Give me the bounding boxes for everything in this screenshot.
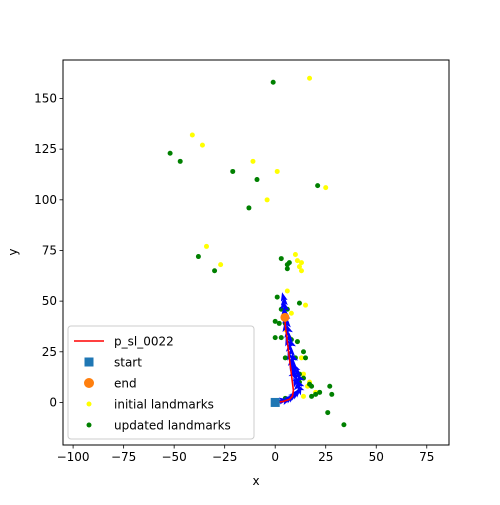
updated-landmark-point: [276, 320, 282, 326]
initial-landmark-point: [189, 132, 195, 138]
updated-landmark-point: [303, 355, 309, 361]
legend-start-marker: [84, 357, 94, 367]
updated-landmark-point: [294, 339, 300, 345]
pose-arrow: [291, 353, 298, 363]
pose-arrow: [280, 296, 288, 306]
path-line: [275, 317, 295, 404]
updated-landmark-point: [212, 268, 218, 274]
x-tick-label: 0: [271, 450, 279, 464]
updated-landmark-point: [278, 335, 284, 341]
initial-landmark-point: [298, 268, 304, 274]
updated-landmark-point: [315, 183, 321, 189]
legend-path-label: p_sl_0022: [114, 335, 174, 349]
legend-updated-landmark-marker: [86, 422, 92, 428]
updated-landmark-point: [254, 177, 260, 183]
initial-landmark-point: [218, 262, 224, 268]
pose-arrow: [289, 338, 296, 349]
initial-landmark-point: [274, 168, 280, 174]
initial-landmark-point: [300, 393, 306, 399]
updated-landmark-point: [272, 335, 278, 341]
updated-landmark-point: [270, 79, 276, 85]
updated-landmark-point: [309, 383, 315, 389]
updated-landmark-point: [167, 150, 173, 156]
legend-end-marker: [84, 378, 94, 388]
y-tick-label: 25: [42, 345, 57, 359]
y-tick-label: 75: [42, 243, 57, 257]
initial-landmark-point: [298, 260, 304, 266]
updated-landmark-point: [195, 254, 201, 260]
updated-landmark-point: [329, 391, 335, 397]
initial-landmark-point: [250, 158, 256, 164]
pose-arrow: [286, 324, 293, 335]
updated-landmark-point: [313, 391, 319, 397]
updated-landmark-point: [230, 168, 236, 174]
initial-landmark-point: [264, 197, 270, 203]
updated-landmark-point: [317, 389, 323, 395]
legend-initial-landmark-marker: [86, 401, 92, 407]
updated-landmark-point: [278, 256, 284, 262]
updated-landmark-point: [286, 260, 292, 266]
initial-landmark-point: [203, 243, 209, 249]
x-tick-label: −100: [57, 450, 90, 464]
x-axis-ticks: −100 −75 −50 −25 0 25 50 75: [57, 445, 434, 464]
updated-landmark-point: [177, 158, 183, 164]
initial-landmark-point: [288, 310, 294, 316]
x-tick-label: −75: [111, 450, 136, 464]
updated-landmark-point: [309, 393, 315, 399]
x-tick-label: 50: [369, 450, 384, 464]
x-tick-label: −25: [212, 450, 237, 464]
updated-landmark-point: [246, 205, 252, 211]
pose-arrow: [297, 379, 305, 390]
updated-landmark-point: [284, 266, 290, 272]
y-tick-label: 100: [34, 193, 57, 207]
plot-frame: [62, 59, 450, 446]
pose-arrow: [287, 346, 295, 356]
y-tick-label: 0: [49, 395, 57, 409]
initial-landmark-point: [300, 371, 306, 377]
updated-landmark-point: [272, 318, 278, 324]
legend-updated-landmarks-label: updated landmarks: [114, 419, 231, 433]
legend-box: [67, 325, 255, 440]
end-marker: [280, 312, 290, 322]
updated-landmark-point: [341, 422, 347, 428]
x-tick-label: −50: [161, 450, 186, 464]
legend: p_sl_0022 start end initial landmarks up…: [67, 325, 255, 440]
pose-arrow: [280, 292, 288, 302]
initial-landmark-point: [294, 258, 300, 264]
y-axis-ticks: 0 25 50 75 100 125 150: [34, 92, 63, 409]
x-tick-label: 75: [419, 450, 434, 464]
initial-landmark-point: [303, 302, 309, 308]
initial-landmark-point: [298, 355, 304, 361]
initial-landmark-point: [199, 142, 205, 148]
x-axis-label: x: [252, 474, 259, 488]
initial-landmark-point: [284, 288, 290, 294]
y-tick-label: 50: [42, 294, 57, 308]
updated-landmark-point: [300, 349, 306, 355]
y-tick-label: 150: [34, 92, 57, 106]
start-marker: [270, 397, 280, 407]
legend-initial-landmarks-label: initial landmarks: [114, 398, 214, 412]
updated-landmark-point: [327, 383, 333, 389]
initial-landmark-point: [292, 252, 298, 258]
plot-marks: [167, 75, 347, 428]
pose-arrow: [293, 381, 301, 391]
updated-landmark-point: [296, 300, 302, 306]
y-tick-label: 125: [34, 142, 57, 156]
legend-start-label: start: [114, 356, 142, 370]
updated-landmark-point: [274, 294, 280, 300]
initial-landmark-point: [307, 75, 313, 81]
initial-landmark-point: [296, 264, 302, 270]
legend-end-label: end: [114, 377, 137, 391]
initial-landmark-point: [323, 185, 329, 191]
updated-landmark-point: [282, 355, 288, 361]
x-tick-label: 25: [318, 450, 333, 464]
y-axis-label: y: [6, 248, 20, 255]
updated-landmark-point: [325, 410, 331, 416]
